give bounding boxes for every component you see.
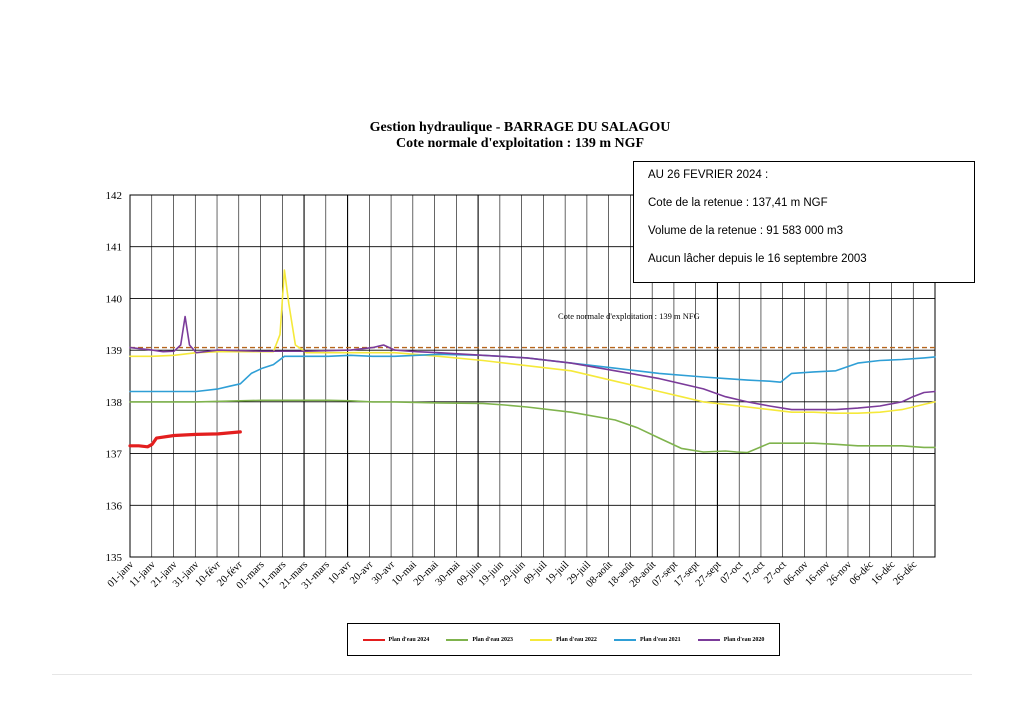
info-water-level: Cote de la retenue : 137,41 m NGF [648,197,828,209]
x-tick-label: 26-déc [891,559,919,587]
status-info-box: AU 26 FEVRIER 2024 : Cote de la retenue … [633,161,975,283]
series-line [129,269,936,415]
legend-label: Plan d'eau 2022 [556,636,597,643]
y-tick-label: 136 [106,500,123,512]
y-tick-label: 139 [106,345,123,357]
x-tick-label: 07-oct [719,559,746,586]
legend-item: Plan d'eau 2023 [446,637,513,643]
x-tick-label: 26-nov [825,559,854,588]
legend-item: Plan d'eau 2021 [613,636,681,643]
reference-line-label: Cote normale d'exploitation : 139 m NFG [558,311,700,321]
series-line [129,399,936,454]
info-date: AU 26 FEVRIER 2024 : [648,169,769,181]
series-line [129,353,936,393]
y-tick-label: 135 [106,552,123,564]
y-tick-label: 138 [106,397,123,409]
plot-frame [129,194,936,558]
y-tick-label: 137 [106,449,123,461]
legend-label: Plan d'eau 2024 [388,636,430,643]
legend-swatch [613,638,636,641]
legend-item: Plan d'eau 2024 [362,636,430,643]
legend-label: Plan d'eau 2021 [639,636,681,643]
x-tick-label: 29-juin [499,559,529,589]
legend-label: Plan d'eau 2020 [723,636,765,643]
info-release: Aucun lâcher depuis le 16 septembre 2003 [648,253,867,265]
chart-subtitle: Cote normale d'exploitation : 139 m NGF [395,136,645,151]
x-tick-label: 17-oct [740,559,767,586]
divider [52,674,972,675]
legend-item: Plan d'eau 2020 [697,636,765,643]
x-tick-label: 10-avr [327,559,355,587]
legend-label: Plan d'eau 2023 [472,636,514,643]
legend-swatch [697,638,720,641]
series-line [128,430,242,449]
y-tick-label: 142 [106,190,123,202]
series-line [129,315,936,411]
chart-legend: Plan d'eau 2024 Plan d'eau 2023 Plan d'eau… [347,623,780,656]
legend-swatch [362,638,385,641]
legend-swatch [446,638,469,641]
chart-title: Gestion hydraulique - BARRAGE DU SALAGOU [369,120,671,135]
x-tick-label: 19-juil [544,559,572,587]
legend-swatch [530,638,553,641]
y-tick-label: 141 [106,242,123,254]
info-volume: Volume de la retenue : 91 583 000 m3 [648,225,844,237]
legend-item: Plan d'eau 2022 [530,637,597,643]
y-tick-label: 140 [106,293,123,305]
x-tick-label: 20-avr [348,559,376,587]
x-tick-label: 09-juil [522,559,550,587]
